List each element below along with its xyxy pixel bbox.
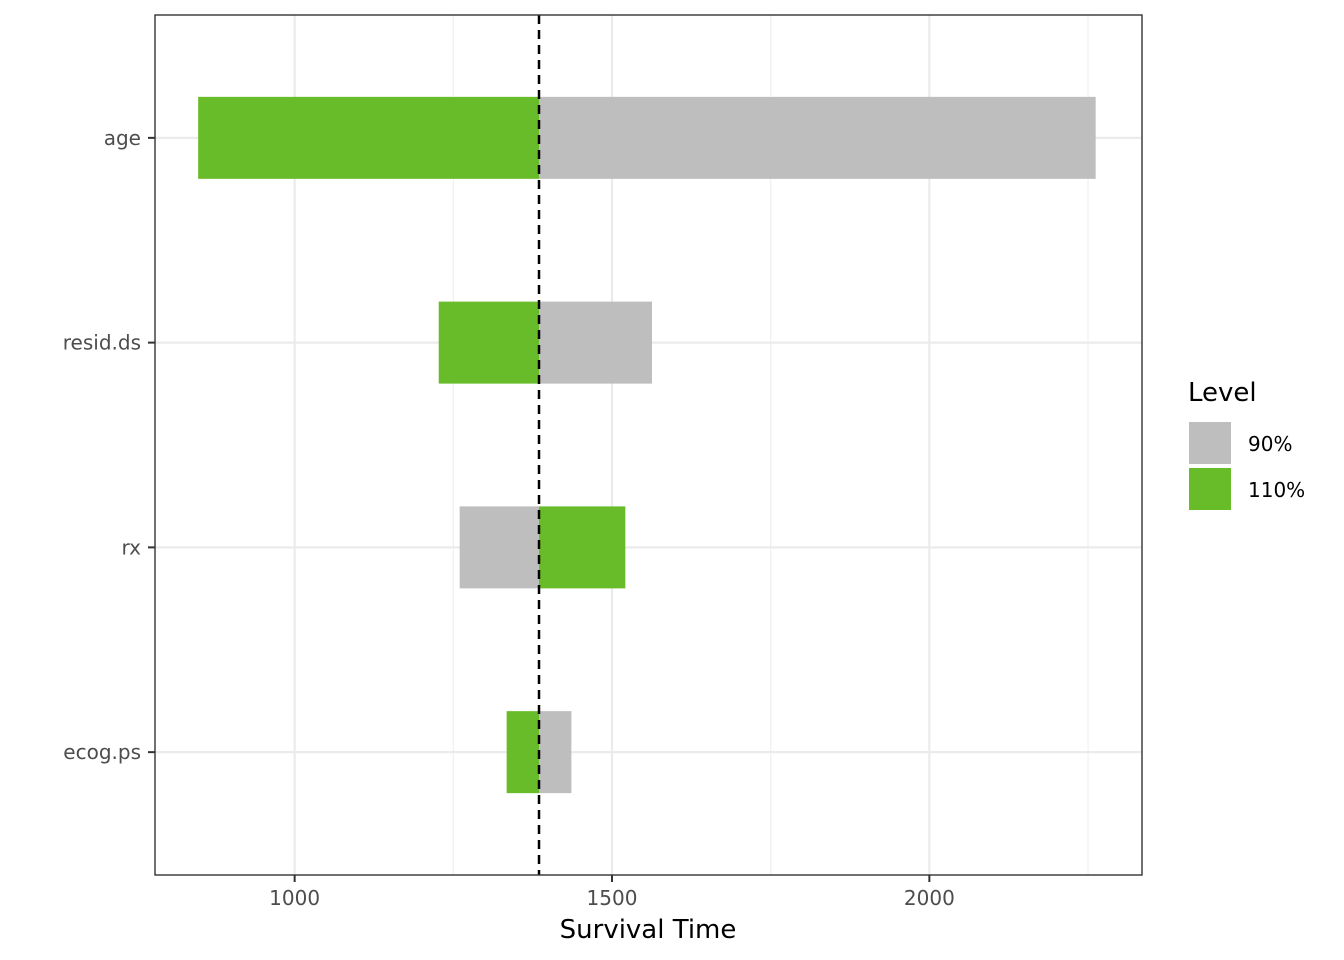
bar-age-90% — [539, 96, 1096, 179]
bars — [198, 96, 1096, 794]
bar-rx-90% — [459, 506, 540, 589]
x-axis: 1000 1500 2000 — [269, 875, 955, 910]
x-tick-label: 1000 — [269, 886, 320, 910]
bar-resid.ds-110% — [438, 301, 540, 384]
legend-swatch — [1189, 468, 1231, 510]
bar-ecog.ps-110% — [506, 711, 540, 794]
legend: Level 90% 110% — [1188, 378, 1305, 510]
y-tick-label: rx — [121, 535, 141, 559]
x-tick-label: 2000 — [904, 886, 955, 910]
y-axis: age resid.ds rx ecog.ps — [63, 126, 155, 764]
y-tick-label: resid.ds — [63, 331, 141, 355]
legend-label: 110% — [1248, 478, 1305, 502]
legend-title: Level — [1188, 378, 1257, 408]
bar-age-110% — [198, 96, 540, 179]
y-tick-label: ecog.ps — [63, 740, 141, 764]
x-tick-label: 1500 — [587, 886, 638, 910]
panel-border — [154, 14, 1143, 876]
x-axis-title: Survival Time — [560, 915, 737, 945]
bar-ecog.ps-90% — [539, 711, 572, 794]
y-tick-label: age — [104, 126, 141, 150]
legend-swatch — [1189, 422, 1231, 464]
legend-label: 90% — [1248, 432, 1292, 456]
bar-resid.ds-90% — [539, 301, 652, 384]
bar-rx-110% — [539, 506, 626, 589]
